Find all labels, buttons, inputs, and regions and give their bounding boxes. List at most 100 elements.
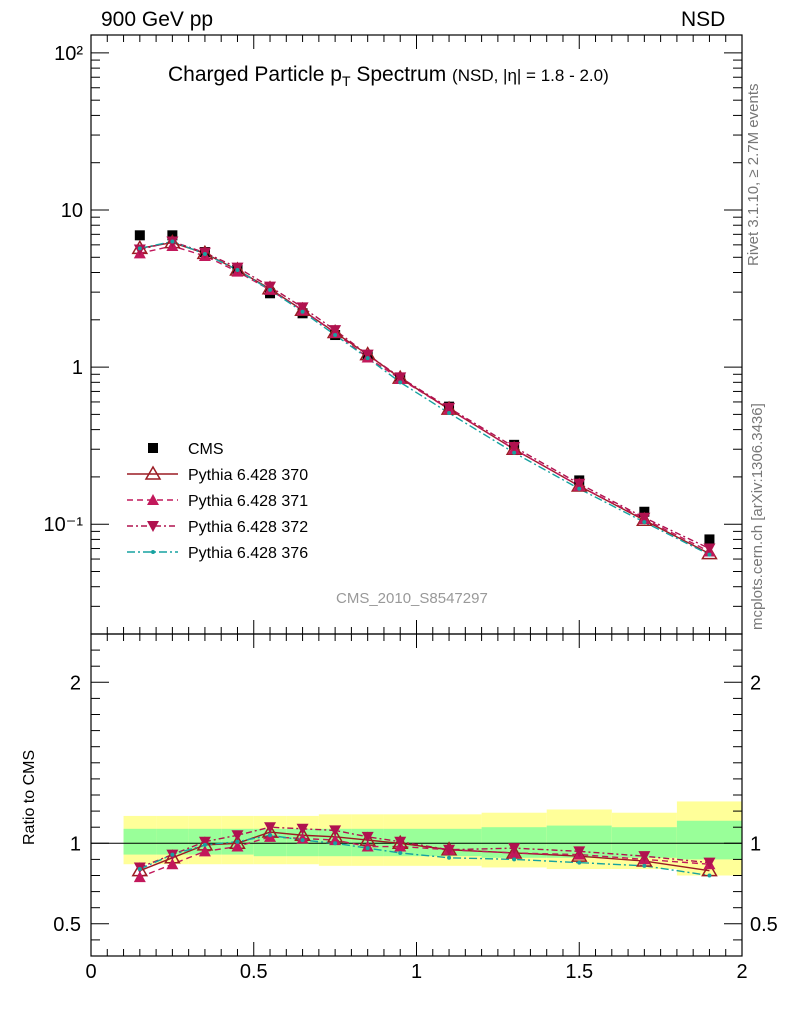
chart-title-suffix: Spectrum (350, 63, 447, 86)
ratio-data-point (707, 873, 712, 878)
header-left: 900 GeV pp (101, 8, 214, 31)
mc-data-point (447, 411, 452, 416)
legend-label: Pythia 6.428 372 (188, 519, 308, 536)
ratio-data-point (394, 836, 407, 848)
mc-data-point (573, 478, 586, 490)
ratio-data-point (329, 825, 342, 837)
y-tick-label: 10² (54, 43, 83, 65)
ratio-data-point (638, 851, 651, 863)
x-tick-label: 1.5 (565, 961, 593, 983)
mc-data-point (268, 287, 273, 292)
ratio-data-point (642, 863, 647, 868)
ratio-data-point (573, 846, 586, 858)
ratio-data-point (577, 860, 582, 865)
ratio-data-point (508, 843, 521, 855)
legend-label: Pythia 6.428 376 (188, 545, 308, 562)
ratio-data-point (361, 840, 374, 852)
chart-title-subscript: T (341, 73, 351, 90)
y-tick-label: 10⁻¹ (44, 514, 84, 536)
mc-data-point (394, 372, 407, 384)
mc-data-point (333, 333, 338, 338)
legend-marker (151, 550, 155, 554)
mc-data-point (329, 325, 342, 337)
chart-title-extra: (NSD, |η| = 1.8 - 2.0) (452, 66, 609, 85)
ratio-y-tick-label: 2 (70, 672, 81, 694)
ratio-data-point (443, 844, 456, 856)
ratio-data-point (198, 836, 211, 848)
x-tick-label: 0 (85, 961, 96, 983)
ratio-data-point (361, 831, 374, 843)
ratio-y-tick-label-right: 1 (750, 833, 761, 855)
ratio-data-point (166, 858, 179, 870)
mc-data-point (361, 349, 374, 361)
ratio-data-point (296, 832, 309, 844)
ratio-data-point (329, 834, 342, 846)
mc-data-point (296, 302, 309, 314)
mcplots-label: mcplots.cern.ch [arXiv:1306.3436] (749, 403, 766, 630)
x-tick-label: 2 (736, 961, 747, 983)
legend-marker (148, 443, 158, 453)
ratio-data-point (198, 845, 211, 857)
mc-data-point (398, 380, 403, 385)
legend-marker (147, 521, 159, 532)
ratio-data-point (268, 833, 273, 838)
mc-data-point (703, 543, 716, 555)
ratio-y-tick-label-right: 2 (750, 672, 761, 694)
ratio-data-point (703, 857, 716, 869)
y-tick-label: 10 (61, 200, 83, 222)
legend: CMS Pythia 6.428 370 Pythia 6.428 371 Pythi… (127, 441, 308, 562)
header-right: NSD (681, 8, 726, 31)
ratio-data-point (235, 839, 240, 844)
mc-data-point (443, 402, 456, 414)
legend-label: Pythia 6.428 371 (188, 493, 308, 510)
legend-marker (144, 465, 162, 480)
ratio-y-tick-label: 1 (70, 833, 81, 855)
ratio-y-tick-label: 0.5 (53, 914, 81, 936)
mc-data-point (577, 486, 582, 491)
ratio-data-point (333, 841, 338, 846)
legend-label: Pythia 6.428 370 (188, 467, 308, 484)
band-inner-bin (123, 828, 157, 855)
ratio-series-line (139, 826, 710, 869)
tick-labels: 10⁻¹ 1 10 10² 0.5 0.5 1 1 2 2 0 0.5 1 1.5 2 (44, 43, 778, 983)
mc-data-point (137, 246, 142, 251)
ratio-data-point (231, 830, 244, 842)
main-series-line (139, 240, 710, 556)
ratio-data-point (231, 840, 244, 852)
mc-data-point (365, 356, 370, 361)
ratio-y-tick-label-right: 0.5 (750, 914, 778, 936)
ratio-data-point (170, 852, 175, 857)
ratio-data-point (300, 838, 305, 843)
ratio-data-point (133, 871, 146, 883)
band-inner-bin (676, 820, 742, 860)
ratio-data-point (365, 846, 370, 851)
mc-data-point (508, 442, 521, 454)
ratio-ylabel: Ratio to CMS (21, 749, 38, 845)
legend-label: CMS (188, 441, 224, 458)
rivet-label: Rivet 3.1.10, ≥ 2.7M events (745, 83, 762, 267)
cms-data-point (134, 230, 145, 241)
ratio-plot-frame (90, 633, 743, 957)
analysis-watermark: CMS_2010_S8547297 (336, 590, 488, 607)
cms-data-point (704, 534, 715, 545)
ratio-data-point (137, 867, 142, 872)
ratio-data-point (512, 857, 517, 862)
mc-data-point (264, 281, 277, 293)
ratio-series-line (139, 834, 710, 877)
ratio-data-point (202, 842, 207, 847)
mc-data-point (202, 251, 207, 256)
mc-data-point (642, 520, 647, 525)
ratio-data-point (296, 823, 309, 835)
mc-data-point (638, 512, 651, 524)
mc-data-point (170, 239, 175, 244)
data-markers (131, 230, 718, 883)
legend-marker (147, 494, 159, 505)
x-tick-label: 1 (411, 961, 422, 983)
ratio-data-point (398, 850, 403, 855)
mc-data-point (707, 552, 712, 557)
mc-data-point (636, 511, 653, 526)
chart-title-main: Charged Particle p (168, 63, 342, 86)
ratio-data-point (447, 855, 452, 860)
y-tick-label: 1 (72, 357, 83, 379)
